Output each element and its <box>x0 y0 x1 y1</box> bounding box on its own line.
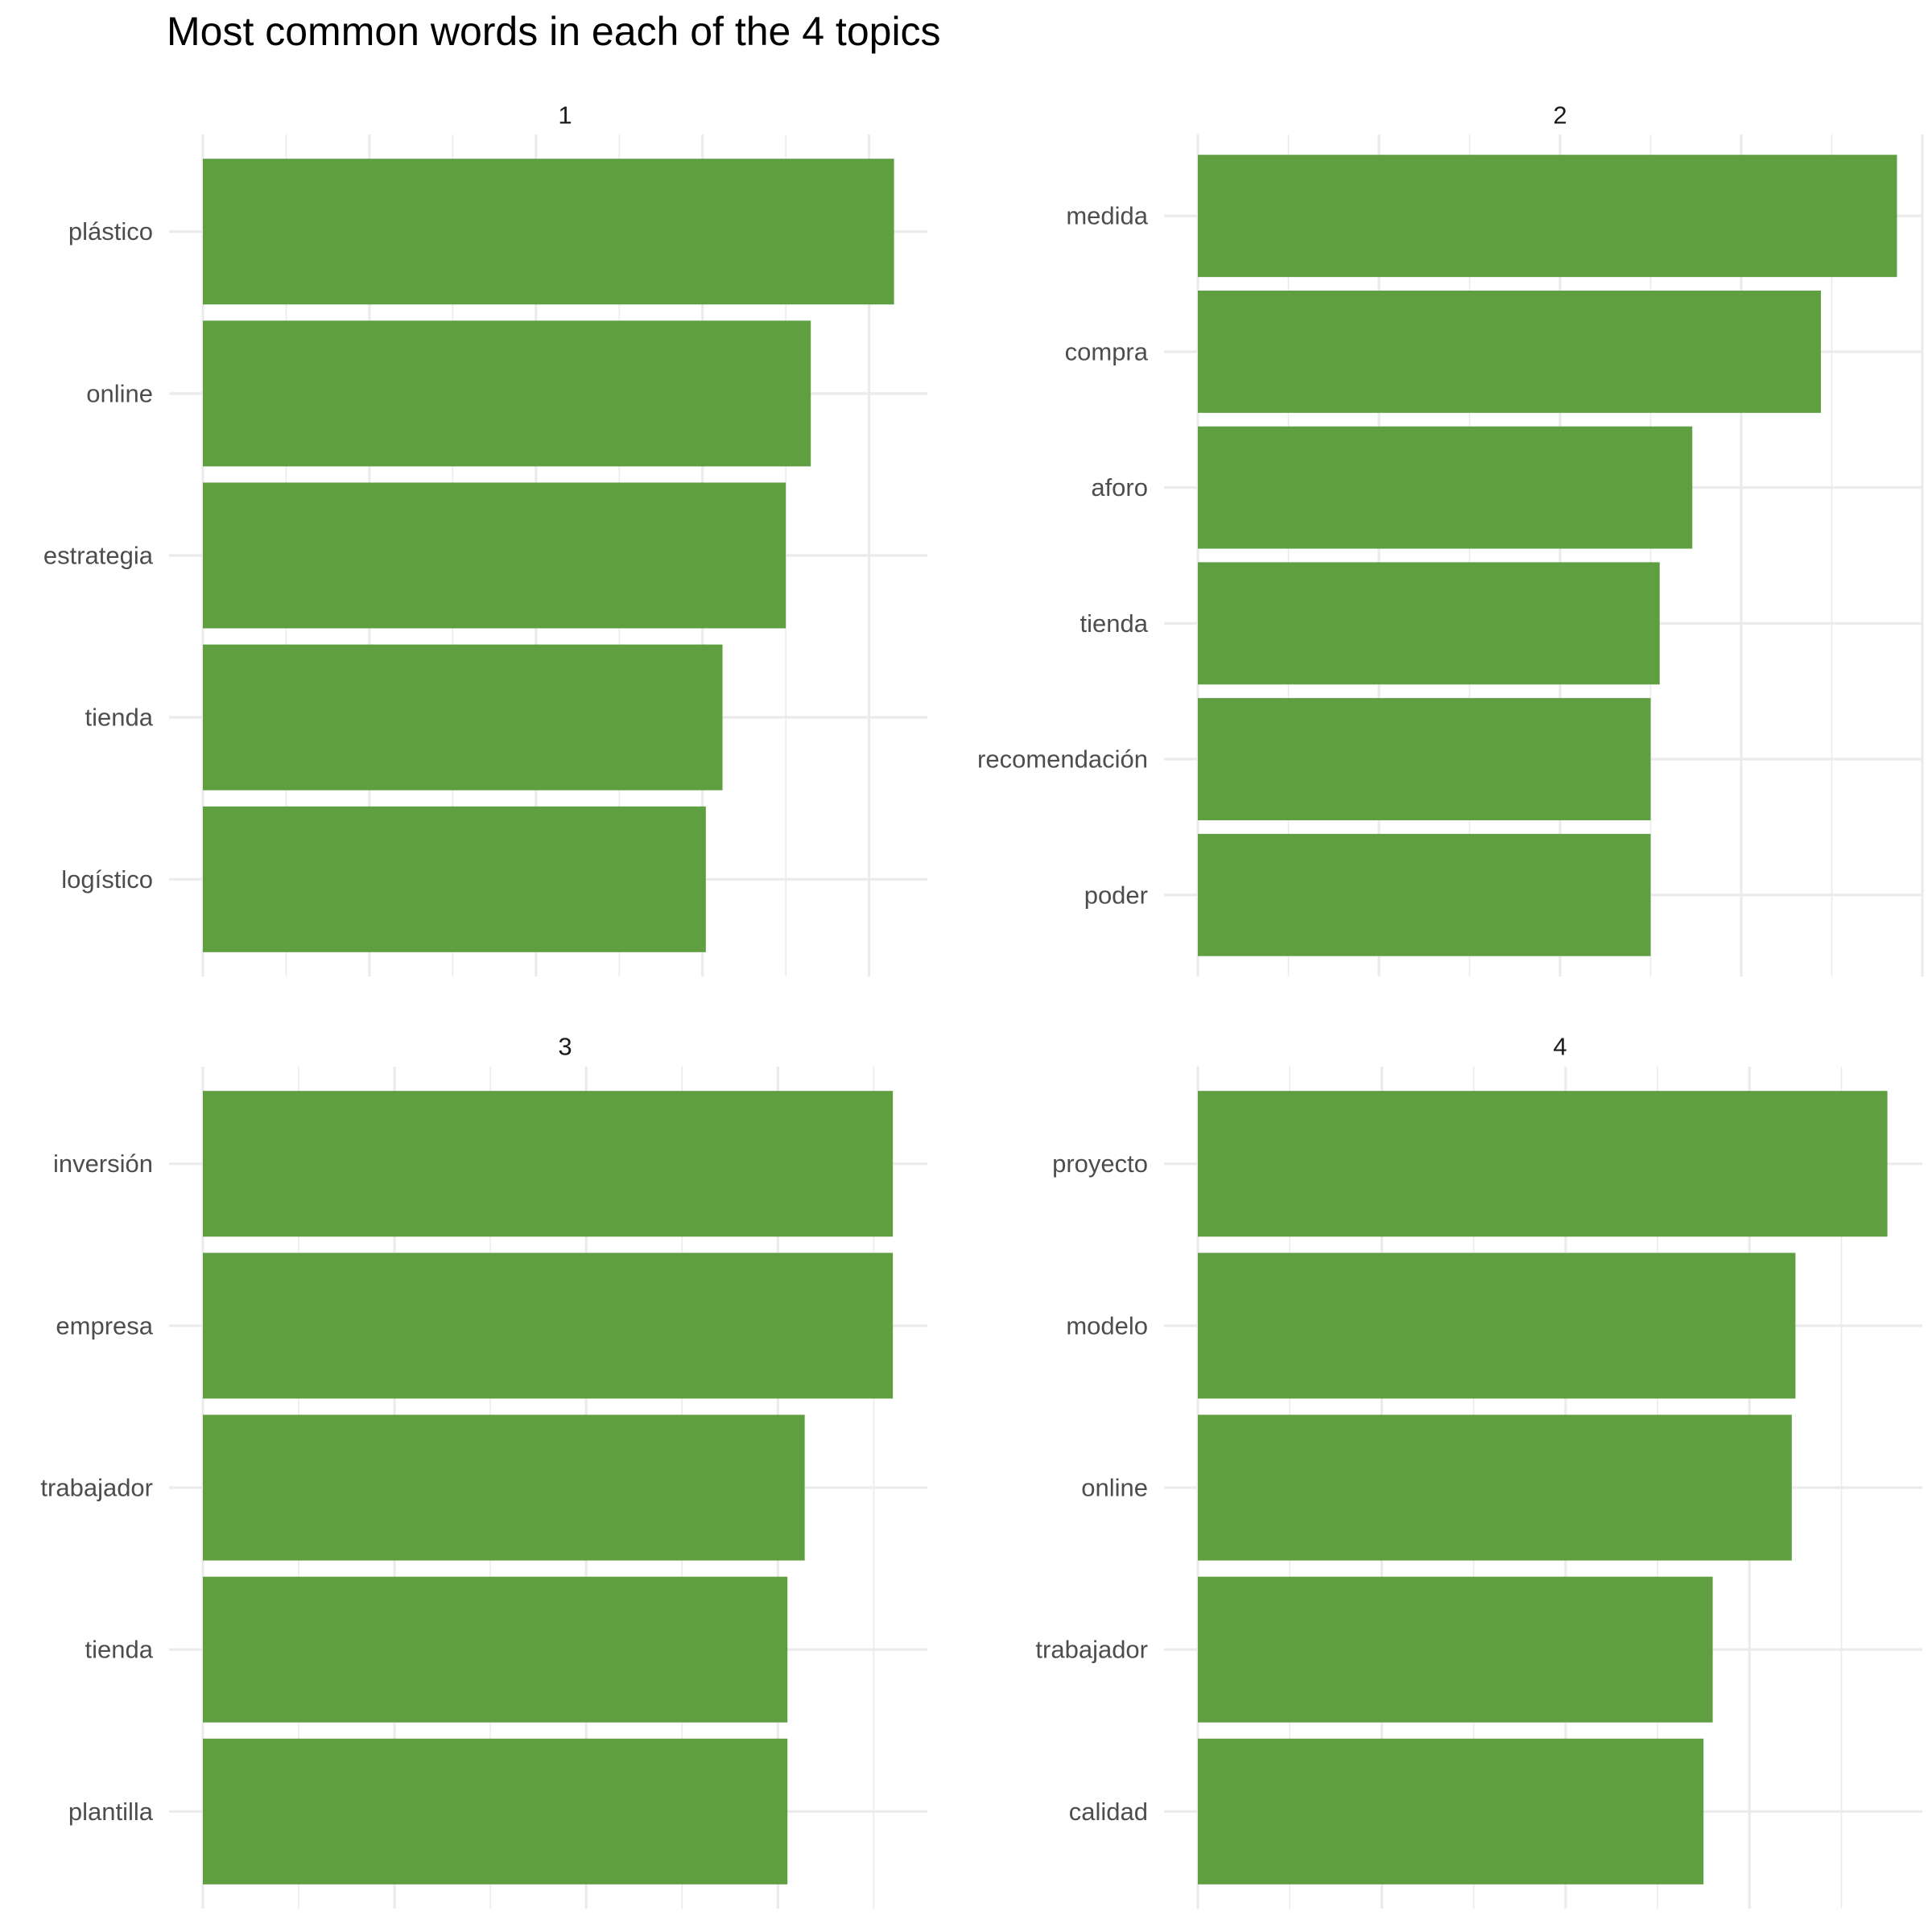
category-label: poder <box>1084 881 1148 909</box>
bar <box>1198 1576 1713 1723</box>
bar <box>1198 562 1660 685</box>
bar <box>203 806 706 952</box>
facet-panel-3: inversión empresa trabajador tienda plantill… <box>40 1033 927 1909</box>
category-label: estrategia <box>43 542 154 570</box>
category-label: plástico <box>68 217 153 246</box>
category-label: tienda <box>1080 609 1149 638</box>
facet-panel-2: medida compra aforo tienda recomendación pode… <box>977 101 1924 976</box>
bar <box>203 159 894 305</box>
facet-label: 4 <box>1553 1033 1567 1061</box>
bar <box>1198 155 1897 278</box>
category-label: trabajador <box>40 1474 153 1502</box>
category-label: aforo <box>1091 473 1148 502</box>
category-label: plantilla <box>68 1798 154 1826</box>
category-label: recomendación <box>977 745 1148 774</box>
facet-panel-4: proyecto modelo online trabajador calidad 4 <box>1035 1033 1922 1909</box>
bar <box>203 320 811 467</box>
facet-label: 1 <box>558 101 572 130</box>
bar <box>1198 698 1651 820</box>
bar <box>203 1414 805 1561</box>
category-label: inversión <box>53 1150 153 1178</box>
bar <box>1198 1253 1796 1399</box>
category-label: proyecto <box>1052 1150 1148 1178</box>
facet-label: 2 <box>1553 101 1567 130</box>
category-label: tienda <box>85 1636 154 1664</box>
category-label: trabajador <box>1035 1636 1148 1664</box>
bar <box>1198 1738 1704 1885</box>
chart-title: Most common words in each of the 4 topic… <box>167 9 941 54</box>
bar <box>203 1091 894 1237</box>
bar <box>1198 1091 1888 1237</box>
bar <box>203 1253 894 1399</box>
category-label: calidad <box>1069 1798 1148 1826</box>
category-label: logístico <box>61 865 153 894</box>
bar <box>1198 833 1651 956</box>
bar <box>203 1576 788 1723</box>
facet-panel-1: plástico online estrategia tienda logístico 1 <box>43 101 927 976</box>
category-label: empresa <box>56 1311 153 1340</box>
category-label: tienda <box>85 704 154 732</box>
bar <box>203 1738 788 1885</box>
category-label: compra <box>1065 337 1149 365</box>
bar <box>1198 426 1693 549</box>
facet-label: 3 <box>558 1033 572 1061</box>
bar <box>1198 291 1821 413</box>
category-label: medida <box>1066 202 1148 230</box>
bar <box>1198 1414 1792 1561</box>
category-label: modelo <box>1066 1311 1148 1340</box>
bar <box>203 644 723 791</box>
category-label: online <box>86 379 153 407</box>
category-label: online <box>1081 1474 1148 1502</box>
bar <box>203 482 786 629</box>
